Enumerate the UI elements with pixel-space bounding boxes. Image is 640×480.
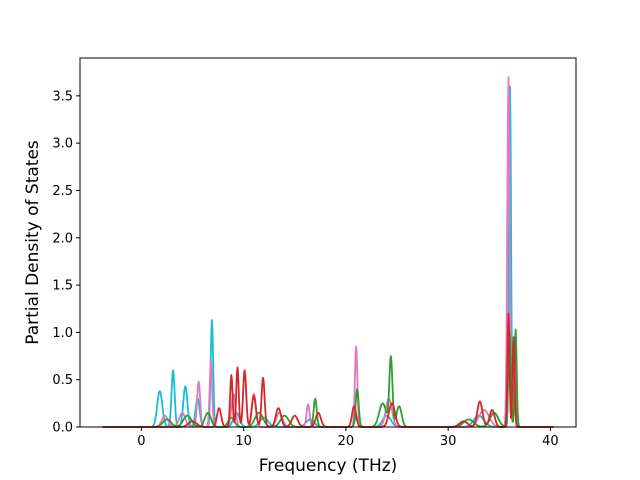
x-tick-label: 10 — [235, 434, 252, 449]
y-tick-label: 2.5 — [52, 184, 73, 199]
y-tick-label: 3.0 — [52, 137, 73, 152]
x-tick-label: 20 — [338, 434, 355, 449]
y-tick-label: 1.5 — [52, 279, 73, 294]
y-tick-label: 3.5 — [52, 89, 73, 104]
y-tick-label: 2.0 — [52, 231, 73, 246]
x-tick-label: 30 — [440, 434, 457, 449]
y-tick-label: 0.5 — [52, 373, 73, 388]
y-tick-label: 1.0 — [52, 326, 73, 341]
x-tick-label: 0 — [137, 434, 145, 449]
y-axis-label: Partial Density of States — [23, 140, 43, 345]
x-axis-label: Frequency (THz) — [259, 456, 398, 476]
x-tick-label: 40 — [542, 434, 559, 449]
y-tick-label: 0.0 — [52, 421, 73, 436]
